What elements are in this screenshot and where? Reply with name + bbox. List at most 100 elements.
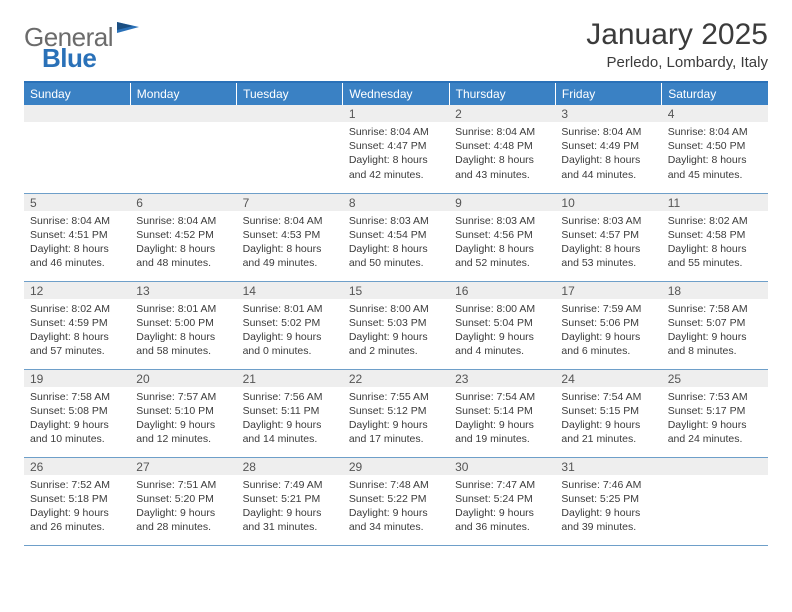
calendar-week: 26Sunrise: 7:52 AMSunset: 5:18 PMDayligh… bbox=[24, 457, 768, 545]
day-details: Sunrise: 8:03 AMSunset: 4:54 PMDaylight:… bbox=[343, 211, 449, 275]
day-details: Sunrise: 8:02 AMSunset: 4:58 PMDaylight:… bbox=[662, 211, 768, 275]
day-number: 26 bbox=[24, 458, 130, 475]
month-title: January 2025 bbox=[586, 18, 768, 52]
calendar-day: 25Sunrise: 7:53 AMSunset: 5:17 PMDayligh… bbox=[662, 369, 768, 457]
day-number: 3 bbox=[555, 105, 661, 122]
day-details: Sunrise: 7:52 AMSunset: 5:18 PMDaylight:… bbox=[24, 475, 130, 539]
day-details: Sunrise: 7:54 AMSunset: 5:15 PMDaylight:… bbox=[555, 387, 661, 451]
day-details: Sunrise: 7:47 AMSunset: 5:24 PMDaylight:… bbox=[449, 475, 555, 539]
day-number bbox=[130, 105, 236, 122]
day-details: Sunrise: 8:04 AMSunset: 4:47 PMDaylight:… bbox=[343, 122, 449, 186]
weekday-header: Sunday bbox=[24, 82, 130, 105]
day-details: Sunrise: 8:00 AMSunset: 5:04 PMDaylight:… bbox=[449, 299, 555, 363]
day-details: Sunrise: 8:04 AMSunset: 4:53 PMDaylight:… bbox=[237, 211, 343, 275]
day-number: 31 bbox=[555, 458, 661, 475]
day-details bbox=[24, 122, 130, 129]
day-number: 23 bbox=[449, 370, 555, 387]
calendar-head: SundayMondayTuesdayWednesdayThursdayFrid… bbox=[24, 82, 768, 105]
day-details: Sunrise: 8:03 AMSunset: 4:56 PMDaylight:… bbox=[449, 211, 555, 275]
calendar-day bbox=[24, 105, 130, 193]
day-details: Sunrise: 8:01 AMSunset: 5:00 PMDaylight:… bbox=[130, 299, 236, 363]
day-details: Sunrise: 7:48 AMSunset: 5:22 PMDaylight:… bbox=[343, 475, 449, 539]
weekday-header: Tuesday bbox=[237, 82, 343, 105]
day-number: 21 bbox=[237, 370, 343, 387]
day-number bbox=[24, 105, 130, 122]
calendar-day: 31Sunrise: 7:46 AMSunset: 5:25 PMDayligh… bbox=[555, 457, 661, 545]
calendar-day: 9Sunrise: 8:03 AMSunset: 4:56 PMDaylight… bbox=[449, 193, 555, 281]
day-details: Sunrise: 7:51 AMSunset: 5:20 PMDaylight:… bbox=[130, 475, 236, 539]
calendar-day: 13Sunrise: 8:01 AMSunset: 5:00 PMDayligh… bbox=[130, 281, 236, 369]
calendar-day: 27Sunrise: 7:51 AMSunset: 5:20 PMDayligh… bbox=[130, 457, 236, 545]
day-details: Sunrise: 7:56 AMSunset: 5:11 PMDaylight:… bbox=[237, 387, 343, 451]
day-details: Sunrise: 7:59 AMSunset: 5:06 PMDaylight:… bbox=[555, 299, 661, 363]
day-number: 1 bbox=[343, 105, 449, 122]
calendar-day bbox=[237, 105, 343, 193]
calendar-day: 23Sunrise: 7:54 AMSunset: 5:14 PMDayligh… bbox=[449, 369, 555, 457]
day-details: Sunrise: 7:53 AMSunset: 5:17 PMDaylight:… bbox=[662, 387, 768, 451]
day-details: Sunrise: 7:58 AMSunset: 5:07 PMDaylight:… bbox=[662, 299, 768, 363]
day-number: 11 bbox=[662, 194, 768, 211]
calendar-day: 29Sunrise: 7:48 AMSunset: 5:22 PMDayligh… bbox=[343, 457, 449, 545]
calendar-table: SundayMondayTuesdayWednesdayThursdayFrid… bbox=[24, 81, 768, 546]
day-details: Sunrise: 8:02 AMSunset: 4:59 PMDaylight:… bbox=[24, 299, 130, 363]
calendar-day: 22Sunrise: 7:55 AMSunset: 5:12 PMDayligh… bbox=[343, 369, 449, 457]
day-number: 18 bbox=[662, 282, 768, 299]
calendar-page: General January 2025 Perledo, Lombardy, … bbox=[0, 0, 792, 546]
day-details bbox=[662, 475, 768, 482]
calendar-day: 14Sunrise: 8:01 AMSunset: 5:02 PMDayligh… bbox=[237, 281, 343, 369]
day-number: 30 bbox=[449, 458, 555, 475]
day-number: 29 bbox=[343, 458, 449, 475]
calendar-day: 12Sunrise: 8:02 AMSunset: 4:59 PMDayligh… bbox=[24, 281, 130, 369]
day-number: 9 bbox=[449, 194, 555, 211]
day-number: 2 bbox=[449, 105, 555, 122]
day-details: Sunrise: 7:49 AMSunset: 5:21 PMDaylight:… bbox=[237, 475, 343, 539]
day-number: 13 bbox=[130, 282, 236, 299]
day-number: 15 bbox=[343, 282, 449, 299]
day-number: 22 bbox=[343, 370, 449, 387]
day-details: Sunrise: 8:04 AMSunset: 4:49 PMDaylight:… bbox=[555, 122, 661, 186]
weekday-header: Saturday bbox=[662, 82, 768, 105]
day-number: 8 bbox=[343, 194, 449, 211]
weekday-header: Thursday bbox=[449, 82, 555, 105]
calendar-day: 6Sunrise: 8:04 AMSunset: 4:52 PMDaylight… bbox=[130, 193, 236, 281]
calendar-day: 28Sunrise: 7:49 AMSunset: 5:21 PMDayligh… bbox=[237, 457, 343, 545]
calendar-day bbox=[130, 105, 236, 193]
calendar-day: 7Sunrise: 8:04 AMSunset: 4:53 PMDaylight… bbox=[237, 193, 343, 281]
calendar-day: 1Sunrise: 8:04 AMSunset: 4:47 PMDaylight… bbox=[343, 105, 449, 193]
day-number: 6 bbox=[130, 194, 236, 211]
calendar-day: 16Sunrise: 8:00 AMSunset: 5:04 PMDayligh… bbox=[449, 281, 555, 369]
calendar-day bbox=[662, 457, 768, 545]
day-number: 12 bbox=[24, 282, 130, 299]
calendar-day: 18Sunrise: 7:58 AMSunset: 5:07 PMDayligh… bbox=[662, 281, 768, 369]
weekday-header: Wednesday bbox=[343, 82, 449, 105]
calendar-day: 24Sunrise: 7:54 AMSunset: 5:15 PMDayligh… bbox=[555, 369, 661, 457]
weekday-row: SundayMondayTuesdayWednesdayThursdayFrid… bbox=[24, 82, 768, 105]
location: Perledo, Lombardy, Italy bbox=[586, 54, 768, 71]
calendar-week: 5Sunrise: 8:04 AMSunset: 4:51 PMDaylight… bbox=[24, 193, 768, 281]
calendar-week: 19Sunrise: 7:58 AMSunset: 5:08 PMDayligh… bbox=[24, 369, 768, 457]
title-block: January 2025 Perledo, Lombardy, Italy bbox=[586, 18, 768, 71]
day-number: 24 bbox=[555, 370, 661, 387]
weekday-header: Friday bbox=[555, 82, 661, 105]
day-details bbox=[130, 122, 236, 129]
calendar-day: 3Sunrise: 8:04 AMSunset: 4:49 PMDaylight… bbox=[555, 105, 661, 193]
calendar-day: 5Sunrise: 8:04 AMSunset: 4:51 PMDaylight… bbox=[24, 193, 130, 281]
day-details: Sunrise: 7:54 AMSunset: 5:14 PMDaylight:… bbox=[449, 387, 555, 451]
day-number: 7 bbox=[237, 194, 343, 211]
day-details: Sunrise: 8:03 AMSunset: 4:57 PMDaylight:… bbox=[555, 211, 661, 275]
day-details: Sunrise: 8:04 AMSunset: 4:52 PMDaylight:… bbox=[130, 211, 236, 275]
calendar-day: 11Sunrise: 8:02 AMSunset: 4:58 PMDayligh… bbox=[662, 193, 768, 281]
day-number: 28 bbox=[237, 458, 343, 475]
day-number: 20 bbox=[130, 370, 236, 387]
day-number: 14 bbox=[237, 282, 343, 299]
day-details: Sunrise: 8:04 AMSunset: 4:51 PMDaylight:… bbox=[24, 211, 130, 275]
weekday-header: Monday bbox=[130, 82, 236, 105]
day-number bbox=[662, 458, 768, 475]
day-number: 19 bbox=[24, 370, 130, 387]
day-details: Sunrise: 7:46 AMSunset: 5:25 PMDaylight:… bbox=[555, 475, 661, 539]
calendar-day: 26Sunrise: 7:52 AMSunset: 5:18 PMDayligh… bbox=[24, 457, 130, 545]
calendar-day: 2Sunrise: 8:04 AMSunset: 4:48 PMDaylight… bbox=[449, 105, 555, 193]
day-details: Sunrise: 8:00 AMSunset: 5:03 PMDaylight:… bbox=[343, 299, 449, 363]
day-number: 25 bbox=[662, 370, 768, 387]
calendar-day: 4Sunrise: 8:04 AMSunset: 4:50 PMDaylight… bbox=[662, 105, 768, 193]
